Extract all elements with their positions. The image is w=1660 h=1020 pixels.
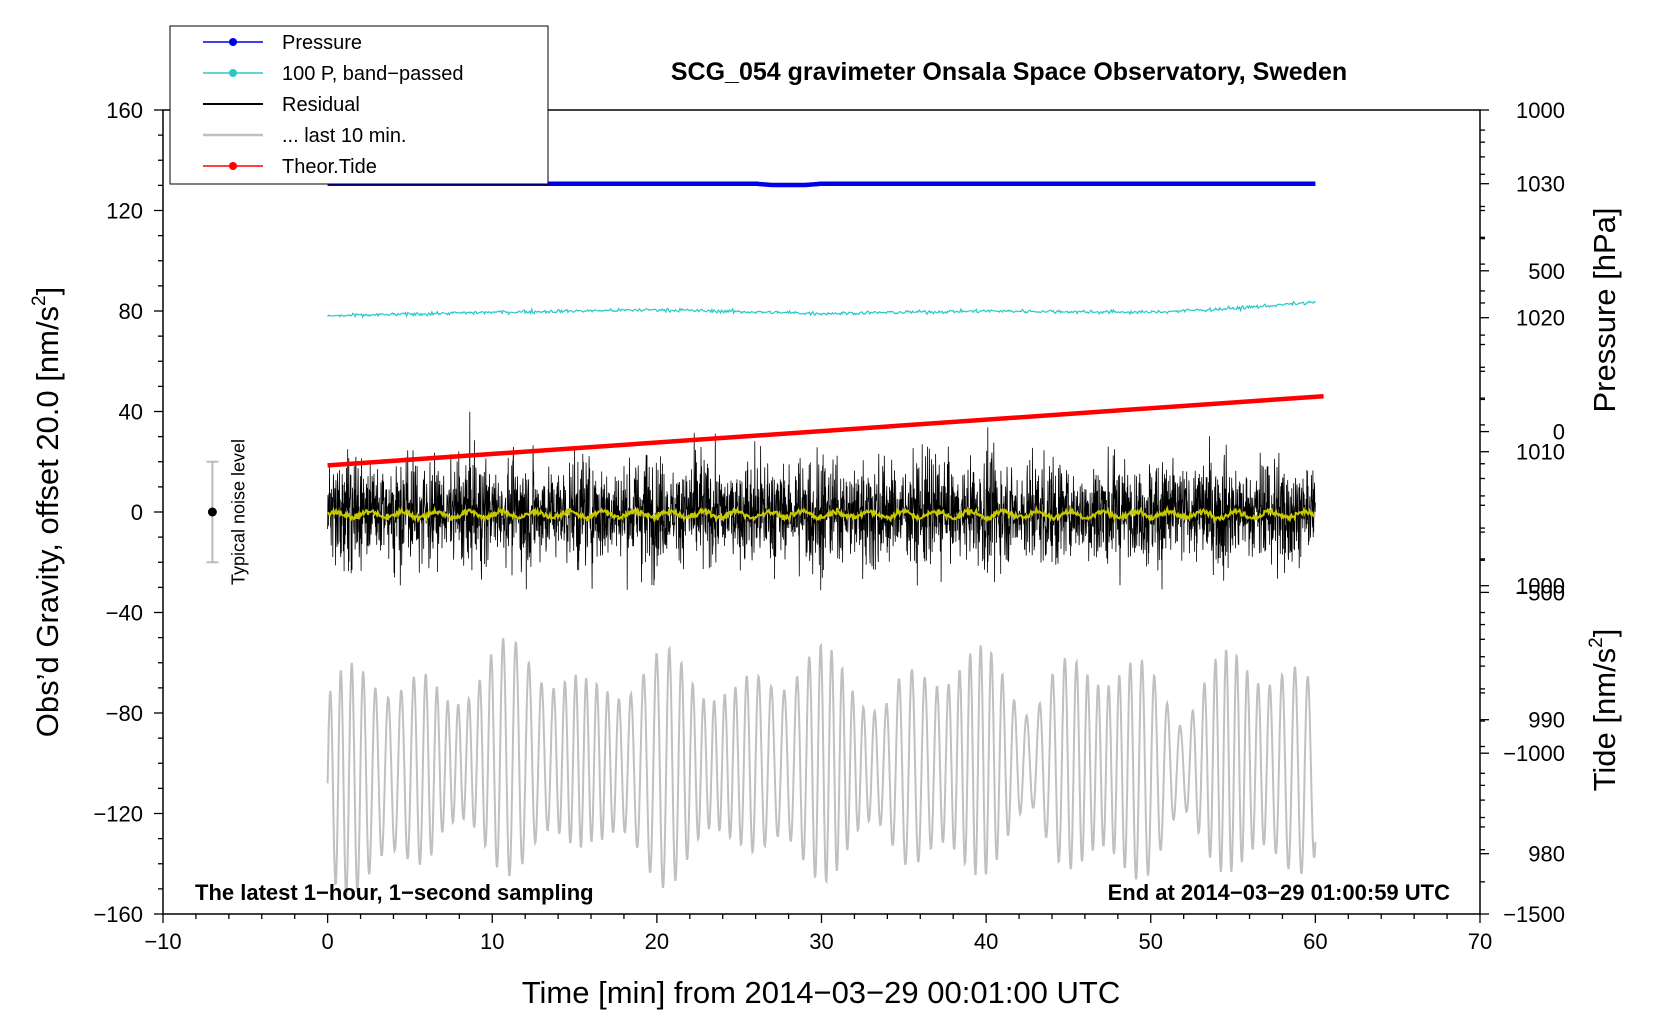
y-axis-title-pressure: Pressure [hPa]	[1587, 207, 1622, 412]
y-tick-label: −80	[106, 701, 143, 726]
legend-marker	[229, 162, 237, 170]
y-tick-label: 160	[106, 98, 143, 123]
y-tick-label: −40	[106, 601, 143, 626]
noise-level-label: Typical noise level	[228, 439, 248, 585]
legend-label: 100 P, band−passed	[282, 63, 463, 85]
y-axis-title-tide-main: Tide [nm/s	[1587, 648, 1622, 792]
y-tick-label: 80	[119, 299, 143, 324]
y-axis-title-tide-sup: 2	[1586, 637, 1607, 648]
x-tick-label: 60	[1303, 929, 1327, 954]
annotation-end-time: End at 2014−03−29 01:00:59 UTC	[1108, 880, 1451, 905]
y-tick-label: 0	[131, 500, 143, 525]
series-theoretical-tide	[327, 393, 1324, 468]
tide-tick-label: −1000	[1503, 741, 1565, 766]
y-axis-title-tide-end: ]	[1587, 629, 1622, 638]
x-tick-label: 10	[480, 929, 504, 954]
y-axis-title-left: Obs’d Gravity, offset 20.0 [nm/s2]	[29, 287, 65, 738]
legend-label: Residual	[282, 94, 360, 116]
pressure-tick-label: 980	[1528, 842, 1565, 867]
tide-tick-label: 0	[1553, 420, 1565, 445]
y-tick-label: 120	[106, 199, 143, 224]
series-band-passed-gravity	[327, 504, 1316, 524]
pressure-tick-label: 1020	[1516, 306, 1565, 331]
y-tick-label: 40	[119, 400, 143, 425]
x-tick-label: 30	[809, 929, 833, 954]
pressure-tick-label: 1010	[1516, 440, 1565, 465]
legend-label: Theor.Tide	[282, 156, 377, 178]
tide-tick-label: −1500	[1503, 902, 1565, 927]
noise-level-dot	[207, 507, 217, 517]
tide-tick-label: −500	[1515, 580, 1565, 605]
y-axis-title-left-main: Obs’d Gravity, offset 20.0 [nm/s	[30, 306, 65, 737]
annotation-sampling: The latest 1−hour, 1−second sampling	[195, 880, 594, 905]
y-axis-title-tide: Tide [nm/s2]	[1586, 629, 1622, 792]
x-tick-label: 0	[322, 929, 334, 954]
x-axis-title: Time [min] from 2014−03−29 00:01:00 UTC	[522, 975, 1121, 1010]
x-tick-label: −10	[144, 929, 181, 954]
series-band-passed-pressure	[327, 300, 1316, 319]
legend-label: ... last 10 min.	[282, 125, 407, 147]
pressure-tick-label: 990	[1528, 708, 1565, 733]
y-tick-label: −120	[93, 802, 143, 827]
x-tick-label: 70	[1468, 929, 1492, 954]
legend: Pressure 100 P, band−passed Residual ... la…	[169, 25, 549, 185]
x-tick-label: 40	[974, 929, 998, 954]
legend-label: Pressure	[282, 32, 362, 54]
y-axis-title-left-end: ]	[30, 287, 65, 296]
series-residual	[327, 411, 1316, 591]
legend-marker	[229, 38, 237, 46]
y-tick-label: −160	[93, 902, 143, 927]
chart-title: SCG_054 gravimeter Onsala Space Observat…	[671, 58, 1347, 86]
x-tick-label: 50	[1139, 929, 1163, 954]
y-axis-title-left-sup: 2	[29, 295, 50, 306]
legend-marker	[229, 69, 237, 77]
series-last-10-min	[326, 638, 1317, 897]
series-layer	[326, 181, 1324, 897]
tide-tick-label: 1000	[1516, 98, 1565, 123]
pressure-tick-label: 1000	[1516, 574, 1565, 599]
tide-tick-label: 500	[1528, 259, 1565, 284]
pressure-tick-label: 1030	[1516, 172, 1565, 197]
axes-layer: −10 0 10 20 30 40 50 60 7016012080400−40−80−120−…	[93, 98, 1565, 954]
x-tick-label: 20	[645, 929, 669, 954]
noise-level-indicator: Typical noise level	[206, 439, 248, 585]
